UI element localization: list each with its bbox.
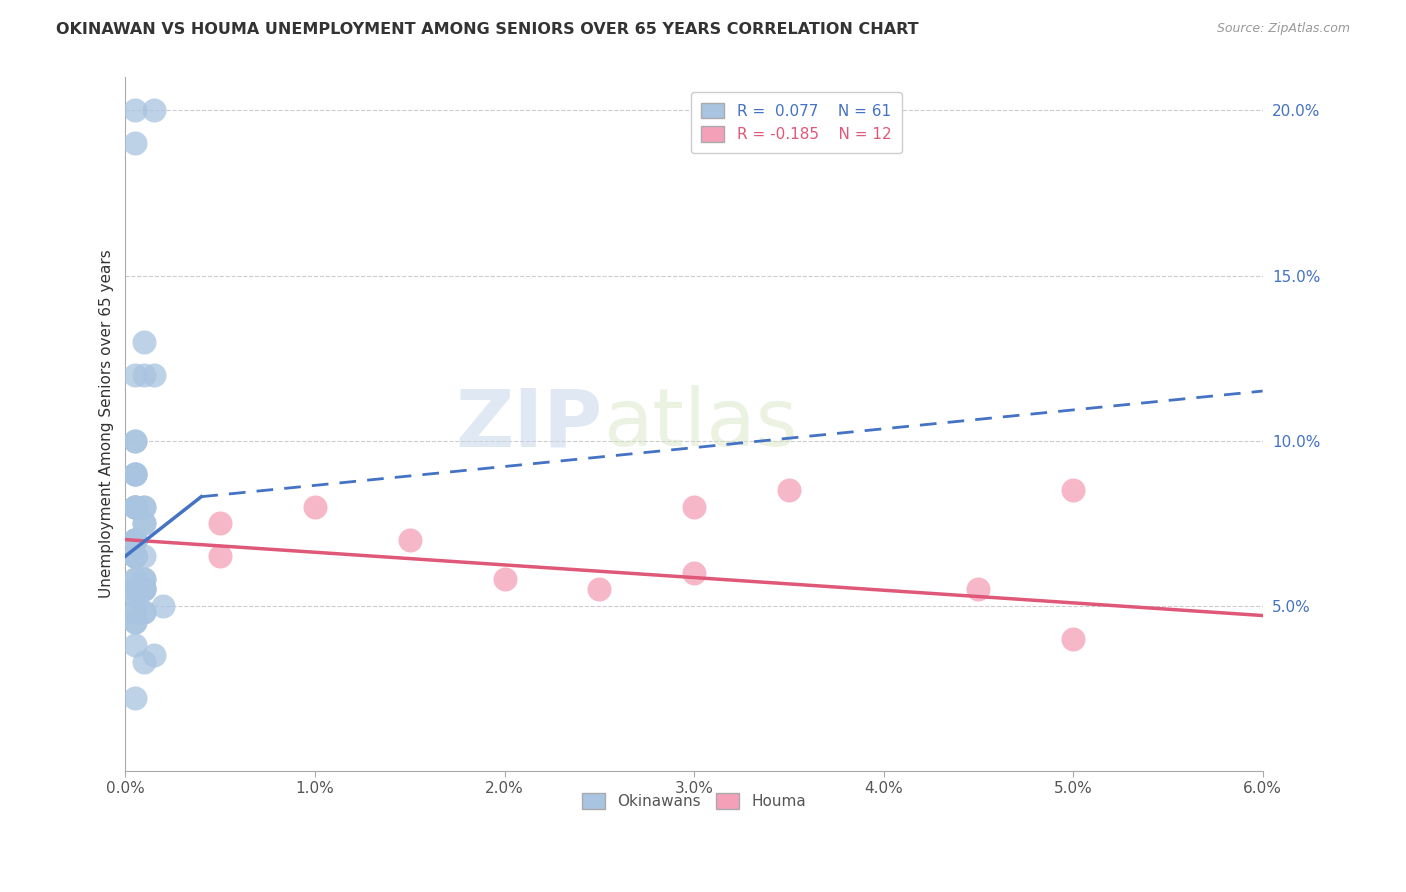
Point: [124, 589, 146, 603]
Point: [124, 572, 146, 586]
Point: [209, 549, 232, 563]
Point: [124, 500, 146, 514]
Point: [124, 467, 146, 481]
Point: [142, 368, 165, 382]
Point: [142, 103, 165, 118]
Text: Source: ZipAtlas.com: Source: ZipAtlas.com: [1216, 22, 1350, 36]
Point: [124, 572, 146, 586]
Point: [1062, 483, 1084, 497]
Point: [778, 483, 800, 497]
Point: [124, 434, 146, 448]
Point: [124, 615, 146, 629]
Point: [124, 615, 146, 629]
Point: [142, 648, 165, 662]
Point: [124, 533, 146, 547]
Point: [152, 599, 174, 613]
Point: [134, 500, 156, 514]
Point: [124, 467, 146, 481]
Point: [124, 103, 146, 118]
Point: [124, 549, 146, 563]
Point: [134, 572, 156, 586]
Point: [124, 533, 146, 547]
Point: [134, 582, 156, 596]
Text: OKINAWAN VS HOUMA UNEMPLOYMENT AMONG SENIORS OVER 65 YEARS CORRELATION CHART: OKINAWAN VS HOUMA UNEMPLOYMENT AMONG SEN…: [56, 22, 920, 37]
Point: [124, 638, 146, 652]
Point: [683, 500, 706, 514]
Point: [124, 549, 146, 563]
Point: [134, 516, 156, 530]
Point: [588, 582, 610, 596]
Legend: Okinawans, Houma: Okinawans, Houma: [576, 787, 813, 815]
Point: [134, 582, 156, 596]
Point: [124, 500, 146, 514]
Point: [304, 500, 326, 514]
Point: [134, 605, 156, 619]
Point: [134, 500, 156, 514]
Point: [134, 605, 156, 619]
Point: [124, 605, 146, 619]
Point: [134, 516, 156, 530]
Point: [124, 467, 146, 481]
Point: [124, 605, 146, 619]
Point: [124, 589, 146, 603]
Point: [124, 500, 146, 514]
Point: [209, 516, 232, 530]
Point: [124, 549, 146, 563]
Text: ZIP: ZIP: [456, 385, 603, 463]
Point: [124, 533, 146, 547]
Point: [124, 533, 146, 547]
Point: [124, 533, 146, 547]
Point: [124, 549, 146, 563]
Point: [124, 549, 146, 563]
Point: [124, 533, 146, 547]
Point: [124, 582, 146, 596]
Point: [124, 533, 146, 547]
Point: [124, 434, 146, 448]
Point: [124, 500, 146, 514]
Point: [124, 549, 146, 563]
Point: [134, 582, 156, 596]
Point: [124, 582, 146, 596]
Text: atlas: atlas: [603, 385, 797, 463]
Point: [1062, 632, 1084, 646]
Point: [134, 368, 156, 382]
Point: [124, 136, 146, 151]
Point: [967, 582, 990, 596]
Y-axis label: Unemployment Among Seniors over 65 years: Unemployment Among Seniors over 65 years: [100, 250, 114, 599]
Point: [124, 549, 146, 563]
Point: [134, 334, 156, 349]
Point: [124, 500, 146, 514]
Point: [134, 582, 156, 596]
Point: [134, 655, 156, 669]
Point: [683, 566, 706, 580]
Point: [124, 533, 146, 547]
Point: [398, 533, 420, 547]
Point: [134, 572, 156, 586]
Point: [124, 467, 146, 481]
Point: [124, 691, 146, 706]
Point: [494, 572, 516, 586]
Point: [124, 368, 146, 382]
Point: [134, 549, 156, 563]
